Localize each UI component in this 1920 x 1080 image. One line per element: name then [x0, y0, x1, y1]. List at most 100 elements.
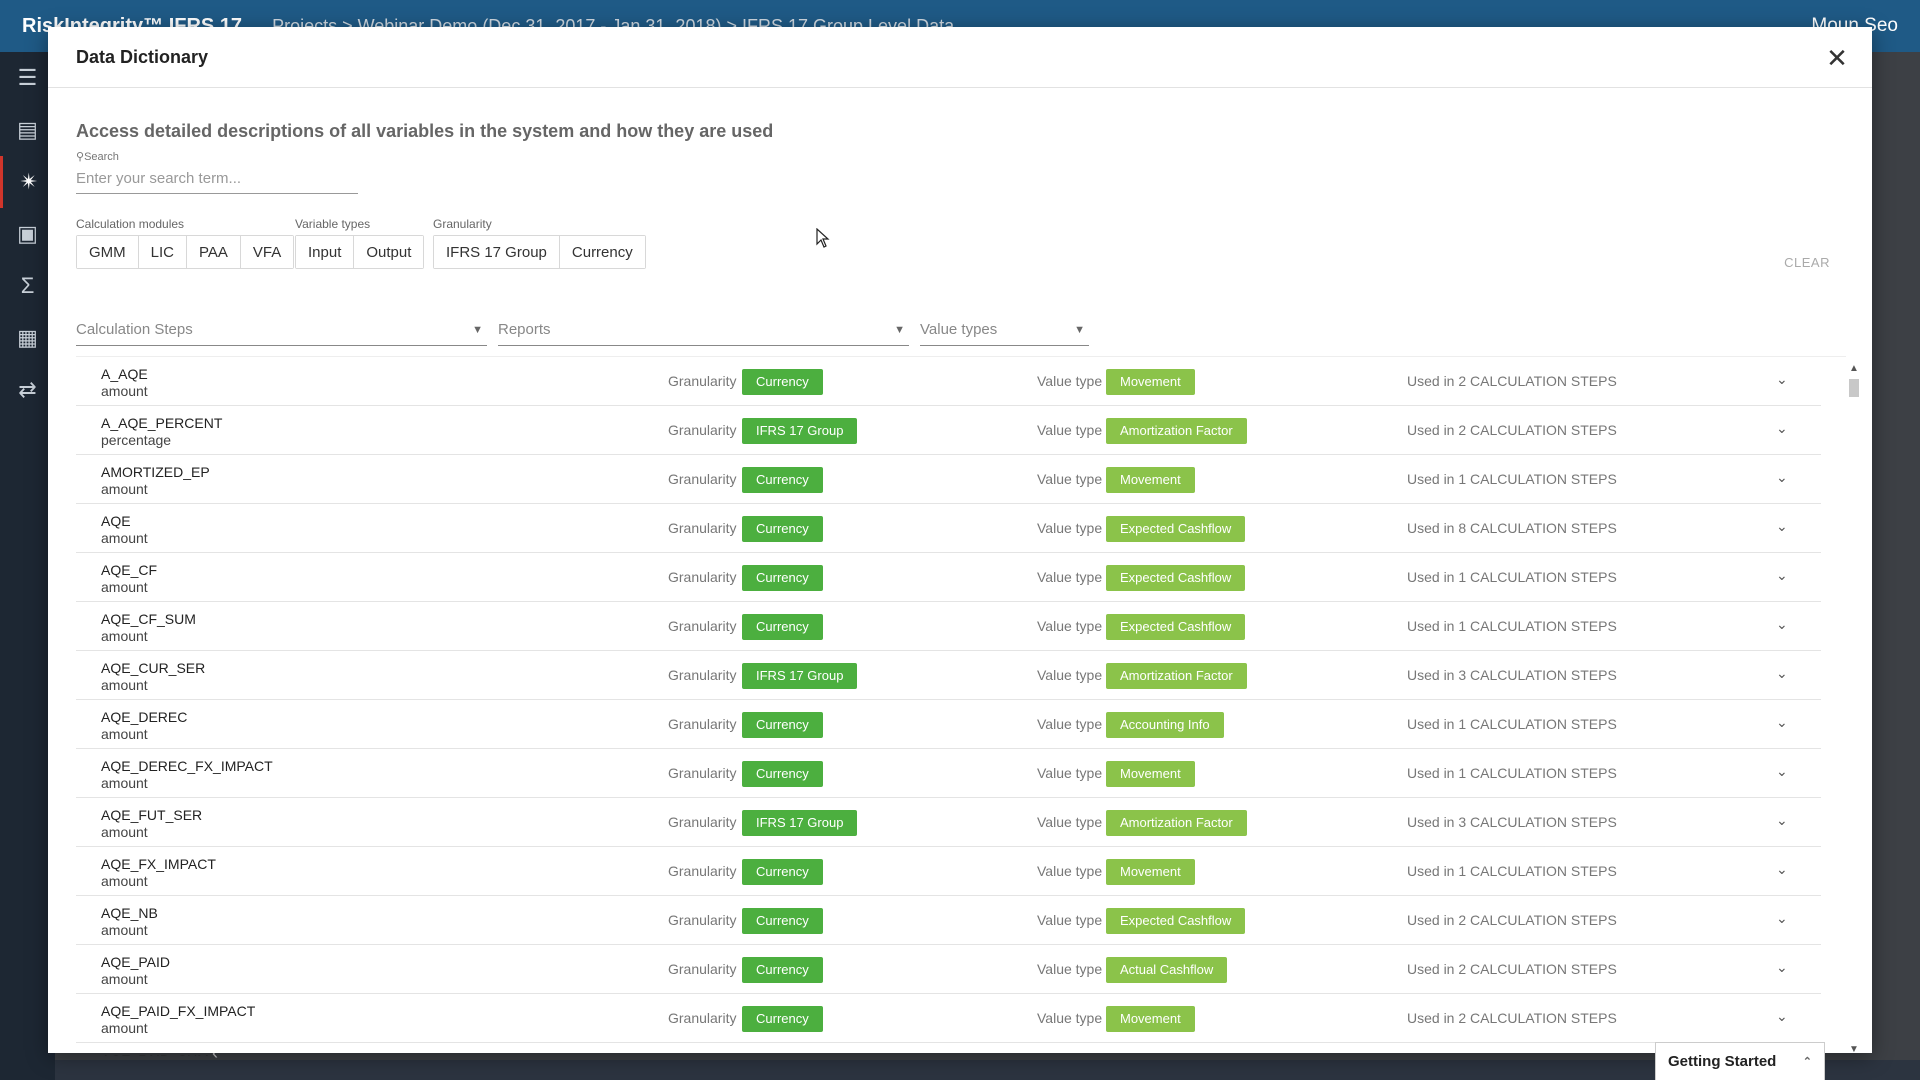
variable-unit: amount: [101, 579, 148, 595]
granularity-label: Granularity: [668, 912, 737, 928]
chevron-down-icon[interactable]: ⌄: [1776, 371, 1788, 387]
variable-row[interactable]: AQE_CUR_SER amount Granularity IFRS 17 Grou…: [76, 651, 1821, 700]
value-type-label: Value type: [1037, 569, 1103, 585]
filter-gmm-button[interactable]: GMM: [77, 236, 139, 268]
scroll-down-icon[interactable]: ▼: [1849, 1044, 1859, 1055]
value-type-label: Value type: [1037, 373, 1103, 389]
variable-name: AMORTIZED_EP: [101, 464, 210, 480]
variable-name: AQE_CUR_SER: [101, 660, 206, 676]
usage-count: Used in 2 CALCULATION STEPS: [1407, 912, 1617, 928]
variable-row[interactable]: AQE_PAID amount Granularity Currency Value t…: [76, 945, 1821, 994]
chevron-down-icon[interactable]: ⌄: [1776, 812, 1788, 828]
usage-count: Used in 1 CALCULATION STEPS: [1407, 471, 1617, 487]
usage-count: Used in 3 CALCULATION STEPS: [1407, 814, 1617, 830]
variable-row[interactable]: AQE amount Granularity Currency Value type Ex…: [76, 504, 1821, 553]
search-label-text: Search: [84, 151, 119, 163]
variable-unit: percentage: [101, 432, 172, 448]
chevron-down-icon[interactable]: ⌄: [1776, 665, 1788, 681]
chevron-down-icon[interactable]: ⌄: [1776, 616, 1788, 632]
value-type-label: Value type: [1037, 961, 1103, 977]
value-type-label: Value type: [1037, 814, 1103, 830]
filter-input-button[interactable]: Input: [296, 236, 355, 268]
value-type-badge: Movement: [1106, 467, 1195, 493]
variable-unit: amount: [101, 530, 148, 546]
variable-unit: amount: [101, 383, 148, 399]
chevron-down-icon[interactable]: ⌄: [1776, 1008, 1788, 1024]
chevron-down-icon[interactable]: ⌄: [1776, 861, 1788, 877]
granularity-label: Granularity: [668, 765, 737, 781]
calc-steps-dropdown[interactable]: Calculation Steps ▼: [76, 314, 487, 346]
variable-row[interactable]: AQE_PAID_FX_IMPACT amount Granularity Curre…: [76, 994, 1821, 1043]
scroll-thumb[interactable]: [1849, 379, 1859, 397]
chevron-down-icon[interactable]: ⌄: [1776, 959, 1788, 975]
list-scrollbar[interactable]: ▲ ▼: [1846, 363, 1862, 1055]
chevron-down-icon[interactable]: ⌄: [1776, 910, 1788, 926]
chevron-down-icon[interactable]: ⌄: [1776, 469, 1788, 485]
variable-row[interactable]: AQE_NB amount Granularity Currency Value typ…: [76, 896, 1821, 945]
variable-name: AQE_DEREC_FX_IMPACT: [101, 758, 273, 774]
reports-dropdown[interactable]: Reports ▼: [498, 314, 909, 346]
variable-row[interactable]: AQE_PAID_SUM: [76, 1043, 1821, 1056]
variable-row[interactable]: AQE_FUT_SER amount Granularity IFRS 17 Grou…: [76, 798, 1821, 847]
chevron-down-icon[interactable]: ⌄: [1776, 714, 1788, 730]
chevron-up-icon[interactable]: ⌃: [1802, 1056, 1812, 1068]
usage-count: Used in 1 CALCULATION STEPS: [1407, 863, 1617, 879]
value-type-badge: Actual Cashflow: [1106, 957, 1228, 983]
close-icon[interactable]: ✕: [1822, 43, 1852, 73]
search-icon: ⚲: [76, 151, 85, 163]
getting-started-panel[interactable]: Getting Started ⌃: [1655, 1042, 1825, 1080]
network-icon[interactable]: ✴: [0, 156, 55, 208]
search-input[interactable]: [76, 164, 358, 194]
chevron-down-icon[interactable]: ⌄: [1776, 420, 1788, 436]
variable-row[interactable]: A_AQE_PERCENT percentage Granularity IFRS 1…: [76, 406, 1821, 455]
value-type-label: Value type: [1037, 667, 1103, 683]
collapse-sidebar-icon[interactable]: ‹: [212, 1043, 218, 1063]
value-type-badge: Amortization Factor: [1106, 810, 1247, 836]
value-type-badge: Accounting Info: [1106, 712, 1224, 738]
filter-ifrs17-group-button[interactable]: IFRS 17 Group: [434, 236, 560, 268]
filter-currency-button[interactable]: Currency: [559, 236, 645, 268]
granularity-badge: IFRS 17 Group: [742, 418, 858, 444]
clear-button[interactable]: CLEAR: [1784, 255, 1830, 270]
chevron-down-icon[interactable]: ⌄: [1776, 567, 1788, 583]
value-types-dropdown[interactable]: Value types ▼: [920, 314, 1089, 346]
variable-row[interactable]: AQE_CF_SUM amount Granularity Currency Value…: [76, 602, 1821, 651]
value-type-badge: Movement: [1106, 1006, 1195, 1032]
granularity-badge: Currency: [742, 908, 823, 934]
filter-paa-button[interactable]: PAA: [187, 236, 241, 268]
sigma-icon[interactable]: Σ: [20, 273, 35, 298]
document-icon[interactable]: ▤: [17, 117, 38, 142]
filter-vfa-button[interactable]: VFA: [240, 236, 294, 268]
value-type-label: Value type: [1037, 1010, 1103, 1026]
modal-title: Data Dictionary: [76, 46, 209, 67]
value-type-label: Value type: [1037, 912, 1103, 928]
caret-down-icon: ▼: [472, 323, 483, 336]
granularity-badge: Currency: [742, 516, 823, 542]
variable-list: A_AQE amount Granularity Currency Value type…: [76, 356, 1846, 1056]
flow-icon[interactable]: ⇄: [18, 377, 37, 402]
variable-row[interactable]: AQE_DEREC_FX_IMPACT amount Granularity Curr…: [76, 749, 1821, 798]
variable-row[interactable]: AQE_DEREC amount Granularity Currency Value …: [76, 700, 1821, 749]
variable-unit: amount: [101, 628, 148, 644]
granularity-badge: Currency: [742, 761, 823, 787]
granularity-label: Granularity: [668, 520, 737, 536]
getting-started-label: Getting Started: [1668, 1053, 1777, 1070]
variable-name: AQE: [101, 513, 131, 529]
filter-lic-button[interactable]: LIC: [138, 236, 188, 268]
value-type-label: Value type: [1037, 471, 1103, 487]
variable-row[interactable]: A_AQE amount Granularity Currency Value type…: [76, 357, 1821, 406]
variable-row[interactable]: AQE_CF amount Granularity Currency Value typ…: [76, 553, 1821, 602]
variable-row[interactable]: AQE_FX_IMPACT amount Granularity Currency Va…: [76, 847, 1821, 896]
calendar-icon[interactable]: ▦: [17, 325, 38, 350]
chevron-down-icon[interactable]: ⌄: [1776, 518, 1788, 534]
scroll-up-icon[interactable]: ▲: [1849, 363, 1859, 374]
variable-name: A_AQE_PERCENT: [101, 415, 223, 431]
variable-name: AQE_FX_IMPACT: [101, 856, 216, 872]
filter-output-button[interactable]: Output: [354, 236, 424, 268]
database-icon[interactable]: ☰: [17, 65, 38, 90]
usage-count: Used in 1 CALCULATION STEPS: [1407, 618, 1617, 634]
chevron-down-icon[interactable]: ⌄: [1776, 763, 1788, 779]
box-icon[interactable]: ▣: [17, 221, 38, 246]
variable-row[interactable]: AMORTIZED_EP amount Granularity Currency Val…: [76, 455, 1821, 504]
value-type-label: Value type: [1037, 618, 1103, 634]
